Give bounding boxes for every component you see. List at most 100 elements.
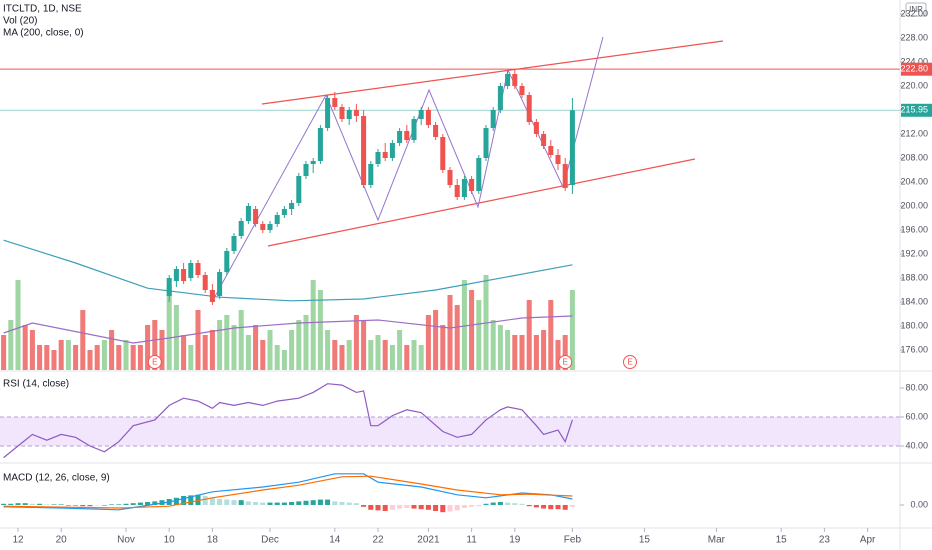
macd-histogram-bar [454, 504, 460, 511]
symbol-title: ITCLTD, 1D, NSE [3, 4, 82, 15]
y-tick-label: 196.00 [900, 224, 928, 234]
volume-bar [58, 340, 64, 370]
candle-body [317, 127, 323, 161]
volume-bar [29, 330, 35, 370]
macd-histogram-bar [152, 501, 158, 505]
candle-body [548, 145, 554, 155]
volume-bar [461, 280, 467, 370]
volume-bar [548, 300, 554, 370]
volume-bar [418, 345, 424, 370]
volume-bar [296, 320, 302, 370]
pane-backgrounds [0, 416, 900, 447]
price-badge [901, 62, 932, 76]
volume-bar [497, 325, 503, 370]
macd-histogram-bar [317, 499, 323, 505]
candle-body [433, 124, 439, 137]
x-tick-label: 23 [819, 535, 831, 546]
candle-body [209, 290, 215, 303]
candle-body [245, 206, 251, 222]
macd-histogram-bar [433, 504, 439, 511]
macd-histogram-bar [195, 494, 201, 505]
candle-body [418, 109, 424, 119]
volume-bar [217, 320, 223, 370]
macd-histogram-bar [303, 500, 309, 505]
x-tick-label: 15 [639, 535, 651, 546]
volume-bar [454, 305, 460, 370]
macd-histogram-bar [469, 504, 475, 507]
macd-histogram-bar [490, 502, 496, 505]
candle-body [533, 121, 539, 134]
volume-bar [202, 335, 208, 370]
volume-bar [159, 330, 165, 370]
macd-histogram-bar [289, 501, 295, 505]
volume-bar [368, 340, 374, 370]
y-tick-label: 208.00 [900, 152, 928, 162]
candle-body [346, 109, 352, 119]
volume-bar [310, 280, 316, 370]
macd-histogram-bar [389, 504, 395, 510]
volume-bar [389, 345, 395, 370]
y-tick-label: 184.00 [900, 296, 928, 306]
macd-histogram-bar [541, 504, 547, 509]
volume-bar [281, 350, 287, 370]
candle-body [353, 109, 359, 116]
macd-histogram-bar [296, 501, 302, 505]
x-tick-label: 14 [329, 535, 341, 546]
volume-bar [274, 345, 280, 370]
macd-histogram-bar [397, 504, 403, 509]
macd-histogram-bar [217, 498, 223, 505]
volume-bar [519, 335, 525, 370]
macd-histogram-bar [209, 497, 215, 505]
candle-body [505, 73, 511, 86]
earnings-marker [623, 355, 637, 369]
macd-histogram-bar [526, 504, 532, 507]
volume-bar [145, 325, 151, 370]
macd-histogram-bar [188, 495, 194, 505]
candle-body [440, 136, 446, 170]
macd-histogram-bar [94, 504, 100, 506]
macd-histogram-bar [73, 504, 79, 506]
macd-histogram-bar [137, 502, 143, 505]
earnings-marker [147, 355, 162, 369]
macd-histogram-bar [382, 504, 388, 511]
volume-bar [397, 330, 403, 370]
x-tick-label: 22 [372, 535, 384, 546]
candle-body [404, 130, 410, 140]
volume-bar [512, 335, 518, 370]
macd-histogram-bar [224, 499, 230, 505]
volume-bar [476, 300, 482, 370]
candle-body [231, 236, 237, 252]
macd-histogram-bar [116, 504, 122, 505]
macd-histogram-bar [231, 500, 237, 505]
macd-histogram-bar [483, 503, 489, 505]
macd-histogram-bar [418, 504, 424, 510]
volume-bar [65, 340, 71, 370]
candle-body [188, 263, 194, 279]
volume-bar [51, 350, 57, 370]
candle-body [281, 209, 287, 216]
candle-body [181, 269, 187, 282]
candle-body [339, 106, 345, 119]
zigzag-drawing [212, 36, 604, 301]
volume-bar [44, 345, 50, 370]
x-tick-label: Feb [564, 535, 582, 546]
candle-body [274, 215, 280, 225]
candle-body [483, 127, 489, 158]
candle-body [469, 178, 475, 192]
rsi-tick-label: 40.00 [905, 440, 928, 450]
volume-bar [267, 330, 273, 370]
volume-legend: Vol (20) [3, 16, 37, 27]
price-badge-label: 222.80 [900, 64, 928, 74]
y-tick-label: 200.00 [900, 200, 928, 210]
volume-bar [253, 325, 259, 370]
volume-bar [375, 335, 381, 370]
volume-bar [173, 305, 179, 370]
macd-histogram-bar [123, 503, 129, 505]
volume-bar [447, 295, 453, 370]
candle-body [519, 85, 525, 95]
y-tick-label: 176.00 [900, 344, 928, 354]
macd-histogram-bar [425, 504, 431, 510]
macd-line [3, 473, 573, 511]
macd-histogram-bar [65, 504, 71, 506]
earnings-label: E [627, 358, 632, 367]
